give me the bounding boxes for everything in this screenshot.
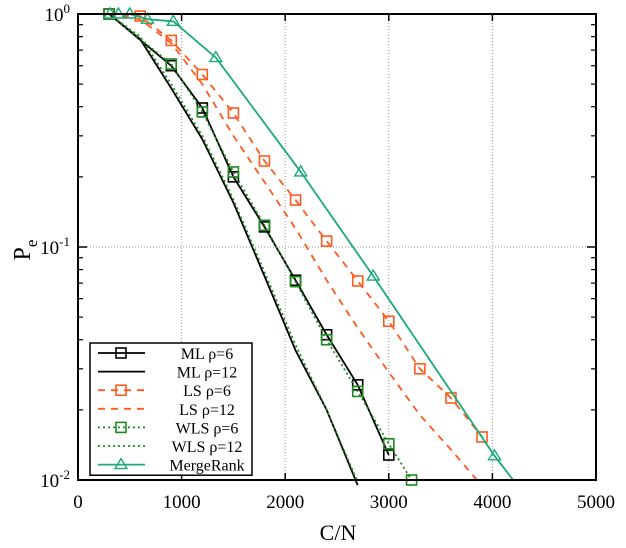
triangle-marker	[140, 11, 155, 24]
svg-text:Pe: Pe	[10, 240, 41, 261]
square-marker	[382, 449, 395, 461]
square-marker	[115, 384, 127, 397]
square-marker	[382, 438, 395, 450]
legend-label: WLS ρ=6	[176, 420, 239, 437]
x-tick-label: 3000	[370, 492, 408, 513]
legend-label: WLS ρ=12	[172, 439, 243, 456]
legend-label: ML ρ=6	[181, 346, 233, 363]
series-line	[108, 13, 478, 481]
square-marker	[289, 275, 302, 288]
triangle-marker	[113, 457, 129, 470]
square-marker	[351, 385, 364, 398]
legend-item: WLS ρ=6	[98, 420, 238, 437]
square-marker	[165, 58, 178, 70]
y-tick-label: 10-1	[40, 234, 70, 259]
square-marker	[258, 219, 271, 232]
series-line	[108, 13, 359, 483]
square-marker	[320, 235, 333, 247]
triangle-marker	[487, 448, 502, 461]
x-tick-label: 0	[73, 492, 83, 513]
square-marker	[476, 431, 488, 443]
y-tick-label: 10-2	[40, 467, 70, 492]
legend-item: MergeRank	[98, 457, 245, 475]
legend-label: ML ρ=12	[177, 365, 237, 382]
series-line	[109, 13, 483, 438]
square-marker	[115, 421, 127, 434]
square-marker	[196, 106, 209, 118]
series-wls-12	[108, 13, 359, 483]
series-line	[108, 13, 390, 456]
legend-item: ML ρ=12	[98, 365, 237, 382]
x-tick-label: 5000	[577, 492, 615, 513]
legend-item: LS ρ=12	[98, 402, 235, 419]
legend-label: LS ρ=12	[179, 402, 235, 419]
legend-item: ML ρ=6	[98, 346, 233, 363]
square-marker	[382, 315, 395, 328]
triangle-marker	[166, 13, 181, 27]
legend-item: WLS ρ=12	[98, 439, 242, 456]
series-ls-12	[108, 13, 478, 481]
x-tick-label: 1000	[163, 492, 201, 513]
square-marker	[115, 347, 127, 359]
square-marker	[258, 155, 271, 167]
square-marker	[196, 68, 209, 81]
grid	[78, 14, 596, 480]
square-marker	[165, 34, 178, 47]
y-axis-label-sub: e	[22, 240, 41, 248]
square-marker	[289, 194, 302, 206]
square-marker	[320, 333, 333, 346]
legend-label: MergeRank	[169, 458, 244, 475]
y-tick-label: 100	[45, 1, 71, 26]
triangle-marker	[293, 164, 308, 177]
x-axis-label: C/N	[320, 520, 357, 545]
x-tick-label: 2000	[266, 492, 304, 513]
square-marker	[351, 275, 364, 287]
triangle-marker	[366, 268, 381, 281]
square-marker	[414, 363, 426, 375]
legend-label: LS ρ=6	[183, 383, 231, 400]
series-ml-12	[108, 13, 359, 486]
triangle-marker	[208, 50, 224, 63]
y-axis-label-main: P	[10, 247, 36, 260]
x-tick-label: 4000	[473, 492, 511, 513]
legend-item: LS ρ=6	[98, 383, 231, 400]
series-line	[108, 13, 359, 486]
square-marker	[227, 166, 240, 178]
axes: 0 1000 2000 3000 4000 5000 100 10-1 10-2	[40, 1, 615, 513]
y-axis-label: Pe	[10, 240, 41, 261]
square-marker	[227, 107, 240, 119]
